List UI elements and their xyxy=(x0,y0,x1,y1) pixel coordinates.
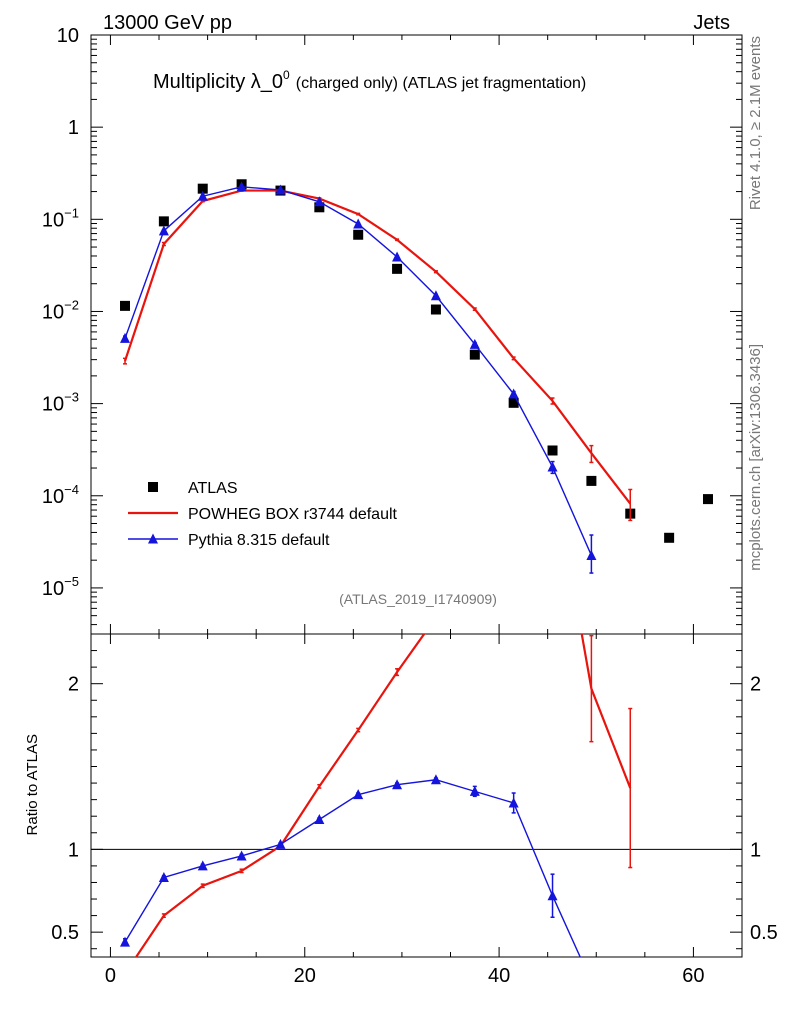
chart-title-main: Multiplicity λ_0 xyxy=(153,71,283,93)
ratio-y-tick-label-right: 1 xyxy=(750,839,761,861)
pythia-point xyxy=(120,332,131,343)
ratio-y-tick-label: 2 xyxy=(68,674,79,696)
main-plot-area xyxy=(120,179,713,574)
ratio-y-tick-label: 0.5 xyxy=(51,922,79,944)
atlas-point xyxy=(158,216,169,227)
pythia-ratio-point xyxy=(314,814,325,825)
legend-label: Pythia 8.315 default xyxy=(188,532,330,549)
pythia-ratio-point xyxy=(430,774,441,785)
pythia-point xyxy=(158,225,169,236)
powheg-line xyxy=(123,189,632,505)
pythia-ratio-point xyxy=(392,779,403,790)
atlas-point xyxy=(508,397,519,408)
atlas-point xyxy=(314,202,325,213)
chart-title-sup: 0 xyxy=(283,68,290,82)
atlas-point xyxy=(353,229,364,240)
pythia-point xyxy=(508,388,519,399)
pythia-point xyxy=(547,461,558,472)
pythia-ratio-point xyxy=(586,976,596,986)
chart-title-rest: (charged only) (ATLAS jet fragmentation) xyxy=(296,75,587,92)
atlas-point xyxy=(586,475,597,486)
pythia-line xyxy=(124,186,593,556)
header-right: Jets xyxy=(693,12,730,34)
ratio-y-tick-label: 1 xyxy=(68,839,79,861)
y-tick-label: 10 xyxy=(57,25,79,47)
pythia-ratio-point xyxy=(353,789,364,800)
ratio-frame xyxy=(90,633,743,958)
pythia-ratio-point xyxy=(236,850,247,861)
atlas-point xyxy=(664,532,675,543)
y-tick-label: 10−4 xyxy=(42,482,79,508)
pythia-point xyxy=(469,338,480,349)
ratio-y-tick-label-right: 2 xyxy=(750,674,761,696)
pythia-ratio-point xyxy=(275,838,286,849)
ratio-plot-area xyxy=(120,634,633,986)
pythia-ratio-point xyxy=(508,797,519,808)
pythia-point xyxy=(275,184,286,195)
analysis-id: (ATLAS_2019_I1740909) xyxy=(339,591,497,607)
pythia-point xyxy=(353,218,364,229)
legend-marker-pythia xyxy=(148,533,158,544)
pythia-ratio-point xyxy=(547,890,558,901)
legend-label: POWHEG BOX r3744 default xyxy=(188,506,398,523)
pythia-ratio-point xyxy=(120,936,131,947)
pythia-point xyxy=(392,251,403,262)
x-tick-label: 40 xyxy=(488,965,510,987)
legend-label: ATLAS xyxy=(188,480,238,497)
powheg-ratio-line xyxy=(134,634,632,957)
pythia-ratio-point xyxy=(469,785,480,796)
atlas-point xyxy=(197,183,208,194)
pythia-point xyxy=(197,190,208,201)
chart-title: Multiplicity λ_00 (charged only) (ATLAS j… xyxy=(153,68,586,93)
y-tick-label: 10−2 xyxy=(42,297,79,323)
side-text-rivet: Rivet 4.1.0, ≥ 2.1M events xyxy=(747,36,764,210)
pythia-ratio-point xyxy=(158,871,169,882)
pythia-point xyxy=(586,549,597,560)
atlas-point xyxy=(392,263,403,274)
pythia-point xyxy=(314,196,325,207)
ratio-ylabel: Ratio to ATLAS xyxy=(24,734,41,835)
y-tick-label: 1 xyxy=(68,117,79,139)
ratio-y-tick-label-right: 0.5 xyxy=(750,922,778,944)
x-tick-label: 0 xyxy=(105,965,116,987)
y-tick-label: 10−5 xyxy=(42,574,79,600)
y-tick-label: 10−3 xyxy=(42,390,79,416)
atlas-point xyxy=(547,445,558,456)
x-tick-label: 60 xyxy=(682,965,704,987)
atlas-point xyxy=(430,304,441,315)
pythia-ratio-line xyxy=(124,779,581,957)
legend-marker-atlas xyxy=(148,482,158,492)
atlas-point xyxy=(702,494,713,505)
atlas-point xyxy=(469,349,480,360)
pythia-point xyxy=(236,181,247,192)
x-tick-label: 20 xyxy=(294,965,316,987)
pythia-ratio-point xyxy=(197,860,208,871)
header-left: 13000 GeV pp xyxy=(103,12,232,34)
pythia-point xyxy=(430,290,441,301)
atlas-point xyxy=(120,300,131,311)
side-text-mcplots: mcplots.cern.ch [arXiv:1306.3436] xyxy=(747,344,764,571)
y-tick-label: 10−1 xyxy=(42,205,79,231)
